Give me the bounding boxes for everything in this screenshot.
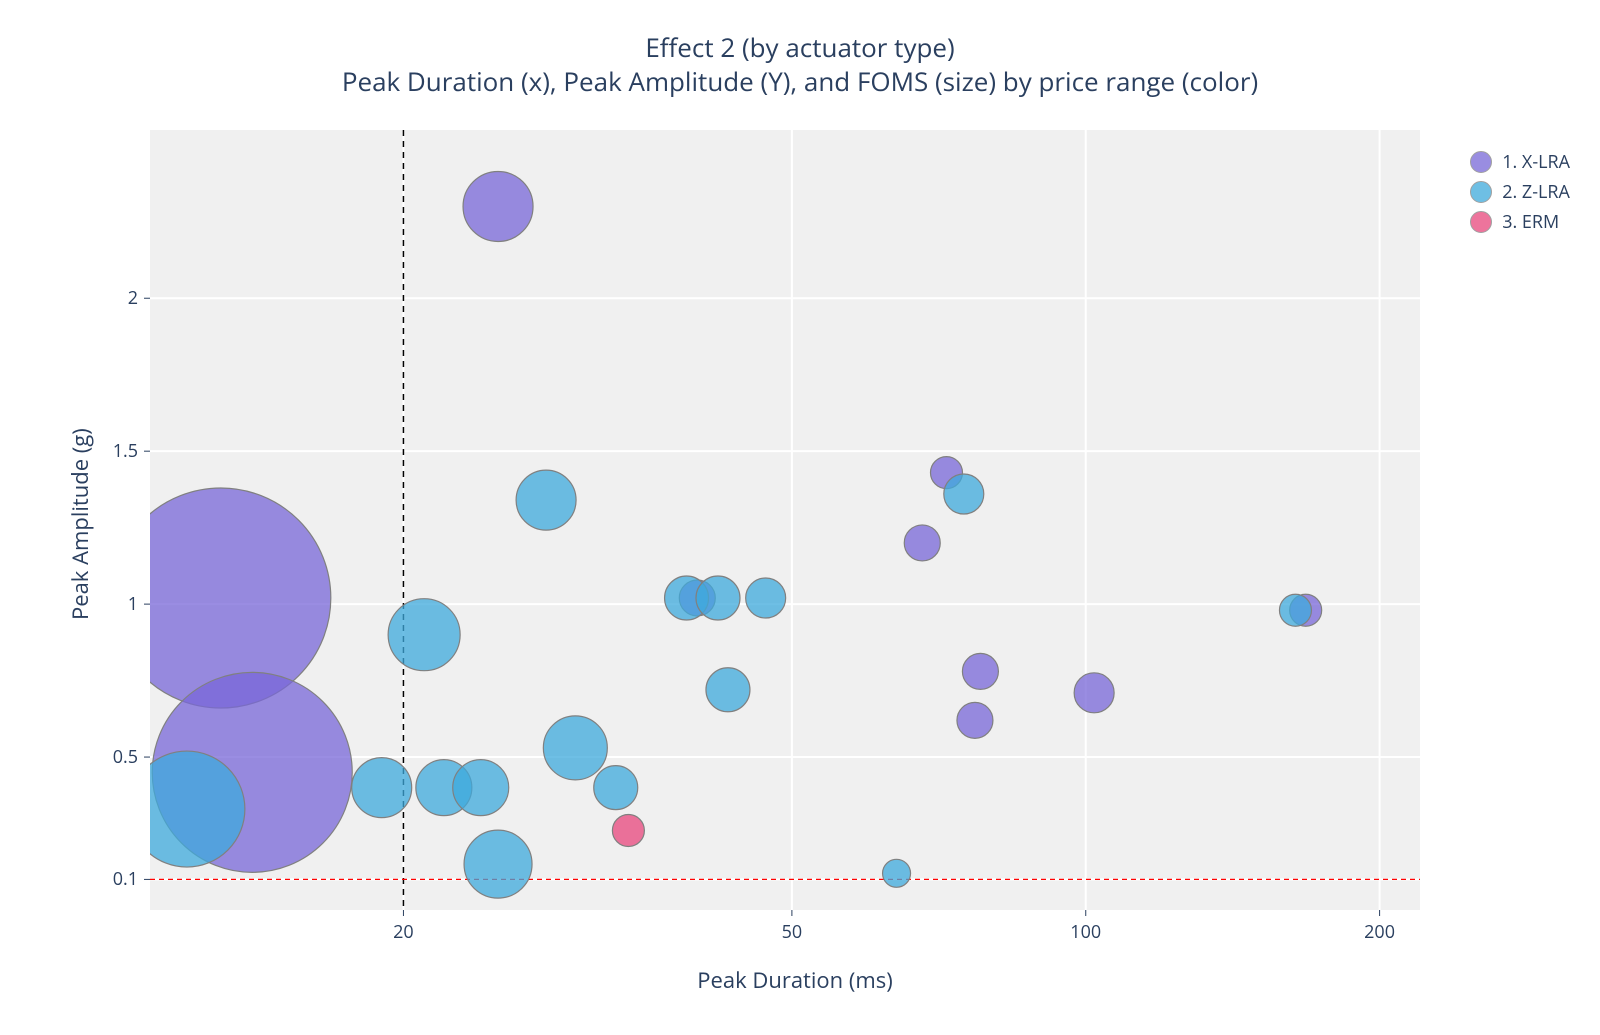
- bubble: [612, 814, 644, 846]
- bubble: [463, 171, 533, 241]
- bubble-chart: Effect 2 (by actuator type) Peak Duratio…: [0, 0, 1600, 1035]
- bubble: [883, 859, 911, 887]
- bubble: [129, 751, 245, 867]
- legend-label: 2. Z-LRA: [1502, 180, 1570, 204]
- bubble: [746, 578, 786, 618]
- y-tick-label: 1.5: [113, 439, 138, 463]
- chart-svg: [0, 0, 1600, 1035]
- legend-item[interactable]: 2. Z-LRA: [1470, 180, 1570, 204]
- bubble: [464, 830, 532, 898]
- y-tick-label: 0.5: [113, 745, 138, 769]
- legend-item[interactable]: 1. X-LRA: [1470, 150, 1570, 174]
- bubble: [706, 668, 750, 712]
- x-axis-label: Peak Duration (ms): [685, 965, 905, 995]
- bubble: [352, 758, 412, 818]
- y-tick-label: 0.1: [113, 867, 138, 891]
- y-axis-label: Peak Amplitude (g): [65, 428, 95, 620]
- y-tick-label: 2: [128, 286, 138, 310]
- x-tick-label: 20: [383, 920, 423, 944]
- bubble: [696, 576, 740, 620]
- bubble: [543, 716, 607, 780]
- y-tick-label: 1: [128, 592, 138, 616]
- bubble: [1279, 594, 1311, 626]
- bubble: [111, 488, 331, 708]
- legend-item[interactable]: 3. ERM: [1470, 210, 1570, 234]
- bubble: [594, 766, 638, 810]
- x-tick-label: 200: [1360, 920, 1400, 944]
- bubble: [453, 760, 509, 816]
- bubble: [904, 525, 940, 561]
- x-tick-label: 50: [772, 920, 812, 944]
- legend-label: 1. X-LRA: [1502, 150, 1570, 174]
- bubble: [1074, 673, 1114, 713]
- bubble: [388, 599, 460, 671]
- bubble: [962, 653, 998, 689]
- x-tick-label: 100: [1066, 920, 1106, 944]
- legend-swatch: [1470, 181, 1492, 203]
- bubble: [957, 702, 993, 738]
- legend-swatch: [1470, 211, 1492, 233]
- bubble: [944, 474, 984, 514]
- legend-label: 3. ERM: [1502, 210, 1559, 234]
- legend-swatch: [1470, 151, 1492, 173]
- bubble: [516, 470, 576, 530]
- legend: 1. X-LRA 2. Z-LRA 3. ERM: [1470, 150, 1570, 234]
- bubbles: [111, 171, 1322, 898]
